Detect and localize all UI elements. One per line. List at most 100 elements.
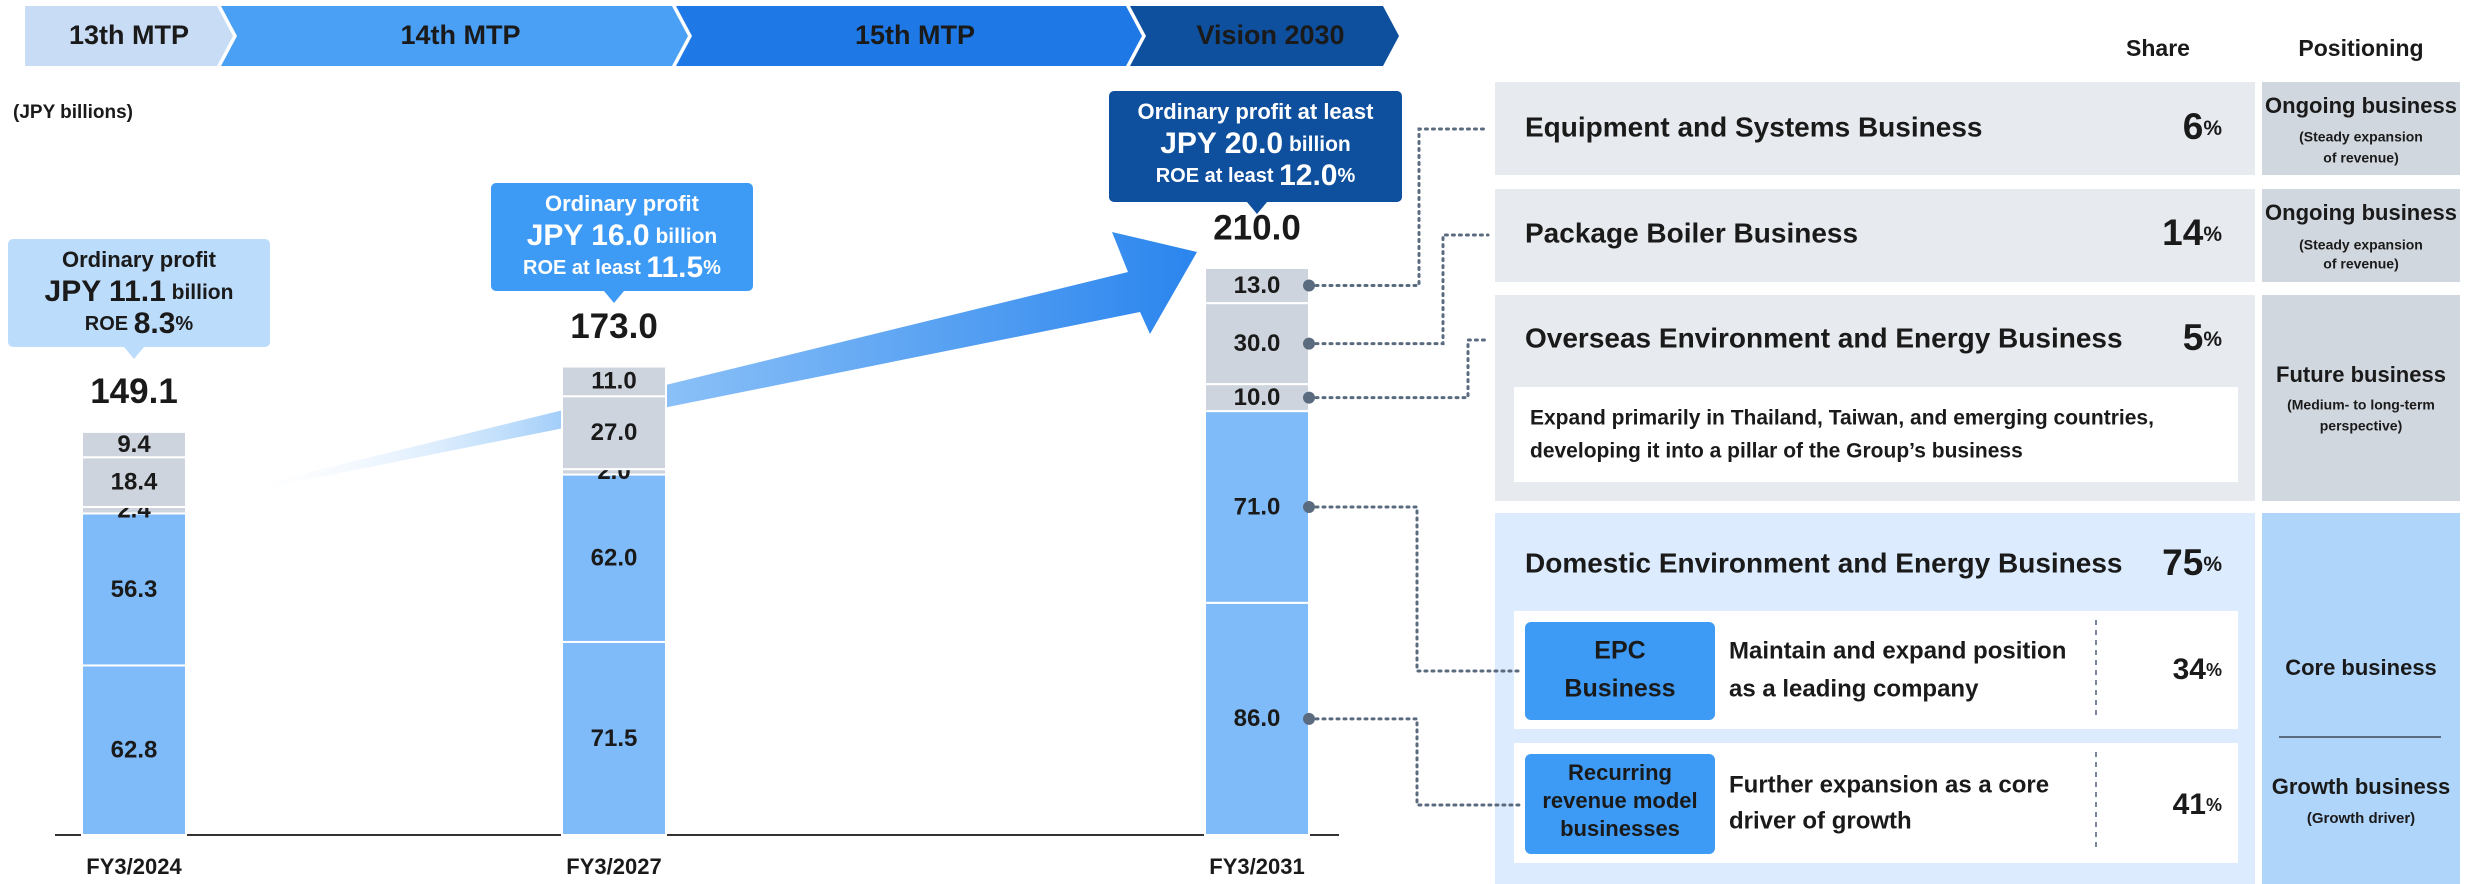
callout-text: Ordinary profit at least [1138, 99, 1375, 124]
bar-segment [561, 640, 667, 837]
sub-name: Business [1564, 675, 1675, 703]
sub-description: driver of growth [1729, 807, 1912, 834]
business-name: Overseas Environment and Energy Business [1525, 322, 2123, 353]
business-name: Equipment and Systems Business [1525, 111, 1982, 142]
callout-text: JPY 20.0 billion [1160, 127, 1351, 160]
callout-part: ROE at least [523, 257, 646, 279]
share-value: 34% [2173, 653, 2222, 686]
callout-part: JPY 11.1 [45, 275, 166, 308]
callout-text: ROE at least 12.0% [1156, 159, 1356, 192]
sub-description: as a leading company [1729, 675, 1979, 702]
share-unit: % [2203, 328, 2222, 351]
total-label: 173.0 [570, 307, 658, 346]
share-unit: % [2203, 553, 2222, 576]
positioning-label: Future business [2276, 362, 2446, 387]
positioning-bg [2262, 82, 2460, 175]
segment-label: 27.0 [591, 419, 638, 446]
positioning-bg [2262, 189, 2460, 282]
phase-label: 13th MTP [69, 20, 189, 50]
callout-part: JPY 16.0 [527, 219, 650, 252]
callout-part: billion [650, 225, 718, 248]
phase-label: Vision 2030 [1196, 20, 1344, 50]
share-unit: % [2206, 660, 2222, 680]
positioning-note: perspective) [2320, 418, 2402, 434]
segment-label: 86.0 [1234, 705, 1281, 732]
segment-label: 10.0 [1234, 384, 1281, 411]
share-value: 5% [2183, 317, 2223, 358]
bar-segment [1204, 267, 1310, 305]
segment-label: 18.4 [111, 468, 158, 495]
category-label: FY3/2031 [1209, 854, 1304, 879]
connector [1307, 127, 1490, 288]
callout-text: JPY 16.0 billion [527, 219, 718, 252]
column-header: Share [2126, 35, 2190, 61]
connector [1307, 505, 1522, 673]
callout-part: 11.5 [646, 251, 703, 284]
bar-segment [81, 512, 187, 667]
positioning-note: (Growth driver) [2307, 810, 2415, 827]
sub-name: Recurring [1568, 760, 1672, 785]
sub-name: EPC [1594, 637, 1645, 665]
positioning-bg [2262, 513, 2460, 884]
positioning-note: of revenue) [2323, 256, 2398, 272]
sub-name: revenue model [1542, 788, 1697, 813]
category-label: FY3/2024 [86, 854, 182, 879]
connector [1307, 717, 1522, 807]
unit-label: (JPY billions) [13, 102, 133, 123]
sub-description: Maintain and expand position [1729, 637, 2066, 664]
callout-box [8, 239, 270, 347]
share-number: 6 [2183, 106, 2204, 147]
business-description: Expand primarily in Thailand, Taiwan, an… [1530, 407, 2154, 430]
positioning-note: of revenue) [2323, 150, 2398, 166]
callout-part: billion [1283, 133, 1351, 156]
callout-pointer [124, 347, 144, 359]
callout-text: ROE 8.3% [85, 307, 194, 340]
segment-label: 71.0 [1234, 493, 1281, 520]
callout-box [491, 183, 753, 291]
share-number: 41 [2173, 788, 2206, 821]
business-name: Domestic Environment and Energy Business [1525, 547, 2123, 578]
positioning-note: (Steady expansion [2299, 129, 2423, 145]
connector [1307, 233, 1490, 346]
callout-part: ROE at least [1156, 165, 1279, 187]
column-header: Positioning [2298, 35, 2423, 61]
positioning-label: Core business [2285, 655, 2437, 680]
callout-part: Ordinary profit [62, 247, 217, 272]
phase-label: 15th MTP [855, 20, 975, 50]
callout-part: % [703, 257, 721, 279]
phase-chevron [676, 6, 1142, 66]
positioning-bg [2262, 295, 2460, 501]
callout-part: % [175, 313, 193, 335]
callout-text: JPY 11.1 billion [45, 275, 234, 308]
share-unit: % [2206, 795, 2222, 815]
positioning-note: (Steady expansion [2299, 237, 2423, 253]
share-unit: % [2203, 223, 2222, 246]
share-number: 75 [2162, 542, 2203, 583]
bar-segment [81, 430, 187, 459]
positioning-label: Growth business [2272, 774, 2450, 799]
positioning-label: Ongoing business [2265, 93, 2457, 118]
total-label: 149.1 [90, 372, 178, 411]
share-unit: % [2203, 117, 2222, 140]
growth-arrow [236, 232, 1197, 494]
segment-label: 11.0 [591, 368, 636, 395]
segment-label: 56.3 [111, 576, 158, 603]
segment-label: 62.8 [111, 737, 158, 764]
segment-label: 62.0 [591, 545, 638, 572]
callout-text: ROE at least 11.5% [523, 251, 721, 284]
sub-button [1525, 754, 1715, 854]
connector-dot [1303, 279, 1315, 292]
segment-label: 9.4 [117, 431, 151, 458]
callout-text: Ordinary profit [62, 247, 217, 272]
sub-description: Further expansion as a core [1729, 771, 2049, 798]
share-value: 14% [2162, 212, 2222, 253]
business-name: Package Boiler Business [1525, 217, 1858, 248]
share-value: 75% [2162, 542, 2222, 583]
callout-part: % [1337, 165, 1355, 187]
connector-dot [1303, 500, 1315, 513]
business-description: developing it into a pillar of the Group… [1530, 440, 2023, 463]
callout-pointer [604, 291, 624, 303]
description-box [1514, 387, 2238, 482]
positioning-note: (Medium- to long-term [2287, 397, 2435, 413]
